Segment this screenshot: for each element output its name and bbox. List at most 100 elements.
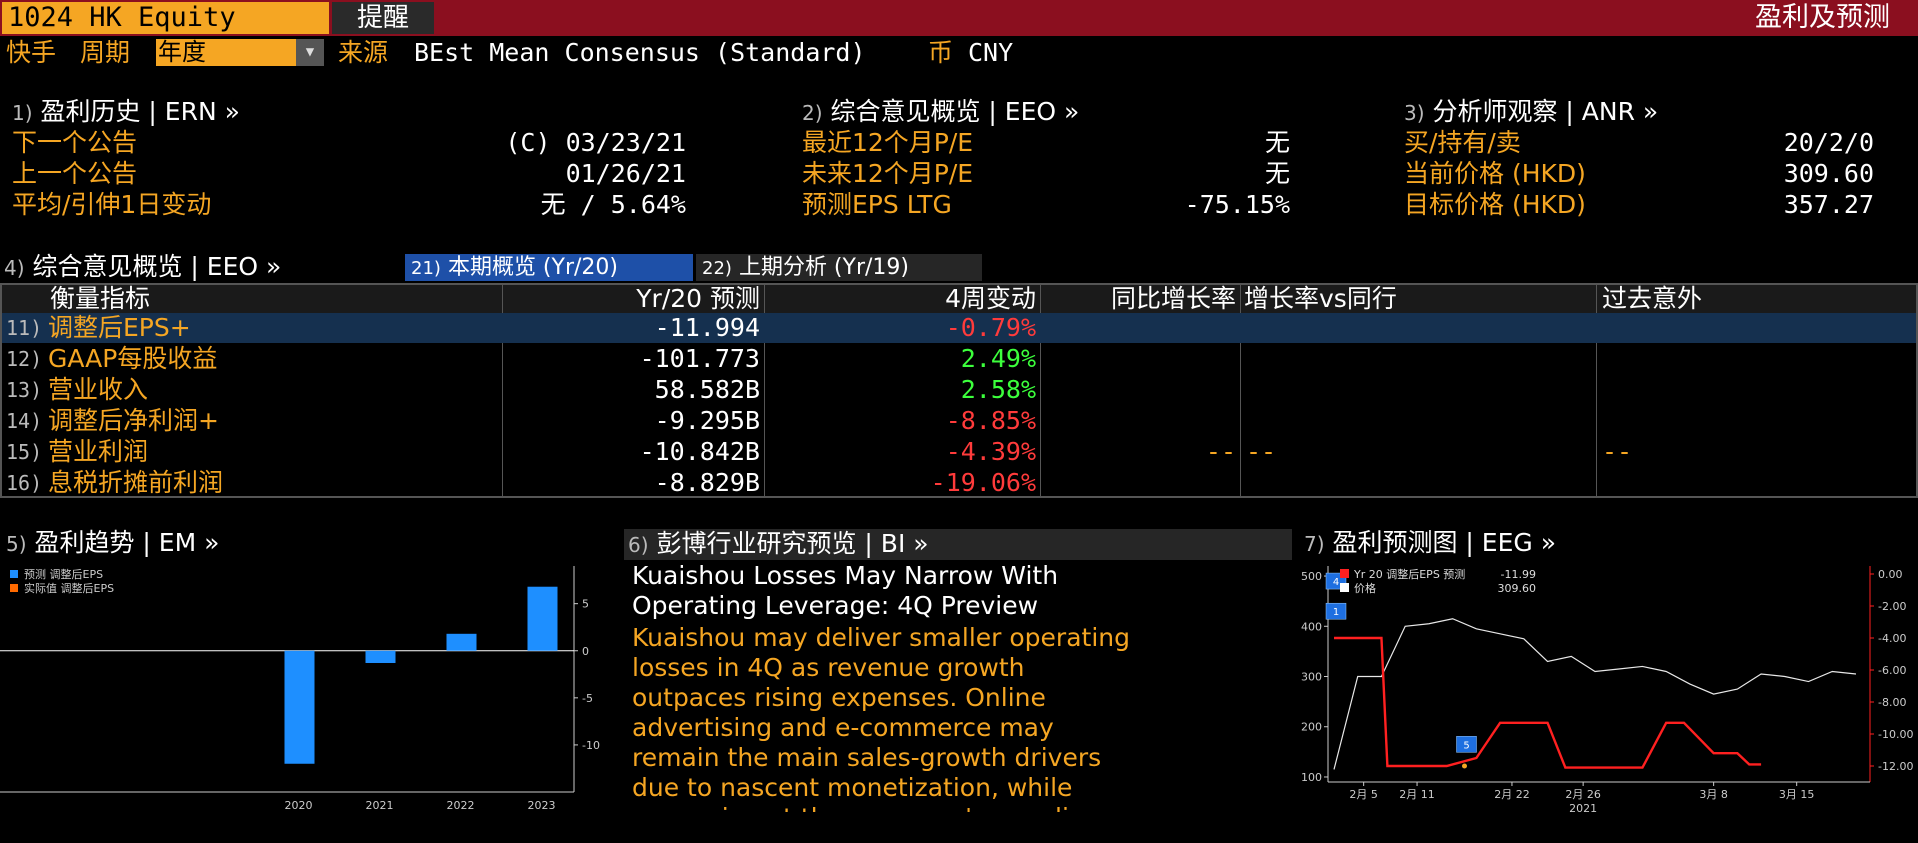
- legend-value: -11.99: [1501, 568, 1536, 581]
- avg-move-label: 平均/引伸1日变动: [12, 190, 212, 219]
- earnings-trend-header[interactable]: 5) 盈利趋势 | EM »: [6, 528, 219, 559]
- metric-name: 营业收入: [48, 375, 149, 404]
- column-divider: [764, 285, 765, 498]
- right-tick-label: -12.00: [1878, 760, 1913, 773]
- x-tick-label: 2022: [447, 799, 475, 812]
- buy-hold-sell-value: 20/2/0: [1783, 128, 1874, 157]
- legend-swatch: [1340, 583, 1349, 592]
- column-header-metric[interactable]: 衡量指标: [2, 285, 502, 313]
- metric-name: 调整后EPS+: [48, 313, 191, 342]
- column-header-surprise[interactable]: 过去意外: [1596, 285, 1916, 313]
- legend-label: Yr 20 调整后EPS 预测: [1353, 567, 1465, 581]
- row-number: 12): [6, 347, 43, 371]
- yoy-value: [1040, 313, 1236, 343]
- surprise-value: [1602, 375, 1902, 405]
- column-header-yoy[interactable]: 同比增长率: [1040, 285, 1240, 313]
- table-row[interactable]: 15) 营业利润 -10.842B -4.39% -- -- --: [2, 437, 1916, 467]
- article-body-line: due to nascent monetization, while: [632, 773, 1073, 802]
- table-row[interactable]: 16) 息税折摊前利润 -8.829B -19.06%: [2, 468, 1916, 498]
- right-tick-label: -2.00: [1878, 600, 1906, 613]
- section-title: 综合意见概览 | EEO »: [32, 252, 282, 281]
- event-marker: [1325, 602, 1347, 620]
- legend-swatch: [1340, 569, 1349, 578]
- right-tick-label: -6.00: [1878, 664, 1906, 677]
- tab-number: 21): [411, 258, 441, 279]
- surprise-value: [1602, 344, 1902, 374]
- table-row[interactable]: 13) 营业收入 58.582B 2.58%: [2, 375, 1916, 405]
- article-body-line: outpaces rising expenses. Online: [632, 683, 1046, 712]
- row-number: 16): [6, 471, 43, 495]
- source-value[interactable]: BEst Mean Consensus (Standard): [414, 38, 866, 67]
- tab-label: 上期分析 (Yr/19): [738, 255, 909, 280]
- surprise-value: --: [1602, 437, 1633, 466]
- current-price-label: 当前价格 (HKD): [1404, 159, 1586, 188]
- article-body-line: advertising and e-commerce may: [632, 713, 1054, 742]
- forecast-value: 58.582B: [654, 375, 760, 404]
- x-tick-label: 2023: [528, 799, 556, 812]
- section-number: 1): [12, 101, 33, 125]
- yoy-value: [1040, 375, 1236, 405]
- section-title: 综合意见概览 | EEO »: [830, 97, 1080, 126]
- table-row[interactable]: 14) 调整后净利润+ -9.295B -8.85%: [2, 406, 1916, 436]
- prev-announcement-label: 上一个公告: [12, 159, 138, 188]
- change-value: 2.49%: [960, 344, 1036, 373]
- chevron-down-icon[interactable]: ▼: [296, 39, 324, 66]
- surprise-value: [1602, 313, 1902, 343]
- column-header-vs-peers[interactable]: 增长率vs同行: [1240, 285, 1596, 313]
- tab-prior-period[interactable]: 22) 上期分析 (Yr/19): [696, 254, 982, 281]
- avg-move-value: 无 / 5.64%: [540, 190, 686, 219]
- forecast-value: -10.842B: [639, 437, 760, 466]
- forecast-value: -8.829B: [654, 468, 760, 497]
- bi-research-header[interactable]: 6) 彭博行业研究预览 | BI »: [628, 529, 929, 560]
- earnings-history-header[interactable]: 1) 盈利历史 | ERN »: [12, 97, 240, 128]
- tab-current-period[interactable]: 21) 本期概览 (Yr/20): [405, 254, 693, 281]
- x-tick-label: 3月 8: [1699, 788, 1728, 801]
- source-label: 来源: [338, 38, 389, 67]
- trailing-pe-value: 无: [1264, 128, 1290, 157]
- currency-value[interactable]: CNY: [968, 38, 1014, 67]
- security-field[interactable]: 1024 HK Equity: [2, 2, 329, 34]
- bar: [284, 650, 315, 764]
- table-row[interactable]: 11) 调整后EPS+ -11.994 -0.79%: [2, 313, 1916, 343]
- surprise-value: [1602, 468, 1902, 498]
- yoy-value: [1040, 344, 1236, 374]
- column-header-4wk-change[interactable]: 4周变动: [764, 285, 1040, 313]
- page-title: 盈利及预测: [1755, 2, 1890, 33]
- vs-peers-value: [1246, 468, 1586, 498]
- section-title: 分析师观察 | ANR »: [1432, 97, 1659, 126]
- article-body-line: expansion at the company's core live: [632, 803, 1099, 812]
- x-tick-label: 2020: [285, 799, 313, 812]
- forward-pe-value: 无: [1264, 159, 1290, 188]
- vs-peers-value: [1246, 406, 1586, 436]
- change-value: 2.58%: [960, 375, 1036, 404]
- bar: [365, 650, 396, 663]
- surprise-value: [1602, 406, 1902, 436]
- change-value: -19.06%: [930, 468, 1036, 497]
- estimate-graph-header[interactable]: 7) 盈利预测图 | EEG »: [1304, 528, 1556, 559]
- legend-swatch: [10, 570, 18, 578]
- alert-button[interactable]: 提醒: [332, 2, 434, 34]
- x-tick-label: 3月 15: [1779, 788, 1815, 801]
- row-number: 13): [6, 378, 43, 402]
- target-price-label: 目标价格 (HKD): [1404, 190, 1586, 219]
- section-number: 3): [1404, 101, 1425, 125]
- row-number: 14): [6, 409, 43, 433]
- consensus-table-header[interactable]: 4) 综合意见概览 | EEO »: [4, 252, 281, 283]
- table-row[interactable]: 12) GAAP每股收益 -101.773 2.49%: [2, 344, 1916, 374]
- metric-name: 营业利润: [48, 437, 149, 466]
- section-title: 盈利历史 | ERN »: [40, 97, 240, 126]
- x-tick-label: 2月 5: [1349, 788, 1378, 801]
- x-tick-label: 2月 26: [1565, 788, 1601, 801]
- analyst-recs-header[interactable]: 3) 分析师观察 | ANR »: [1404, 97, 1658, 128]
- tab-label: 本期概览 (Yr/20): [447, 255, 618, 280]
- legend-swatch: [10, 584, 18, 592]
- right-tick-label: -10.00: [1878, 728, 1913, 741]
- forecast-value: -9.295B: [654, 406, 760, 435]
- prev-announcement-value: 01/26/21: [565, 159, 686, 188]
- forecast-value: -101.773: [639, 344, 760, 373]
- column-divider: [1040, 285, 1041, 498]
- consensus-overview-header[interactable]: 2) 综合意见概览 | EEO »: [802, 97, 1079, 128]
- estimate-graph-chart[interactable]: 500 400 300 200 100 0.00 -2.00 -4.00 -6.00 -8.00 -…: [1296, 560, 1918, 820]
- column-header-forecast[interactable]: Yr/20 预测: [502, 285, 764, 313]
